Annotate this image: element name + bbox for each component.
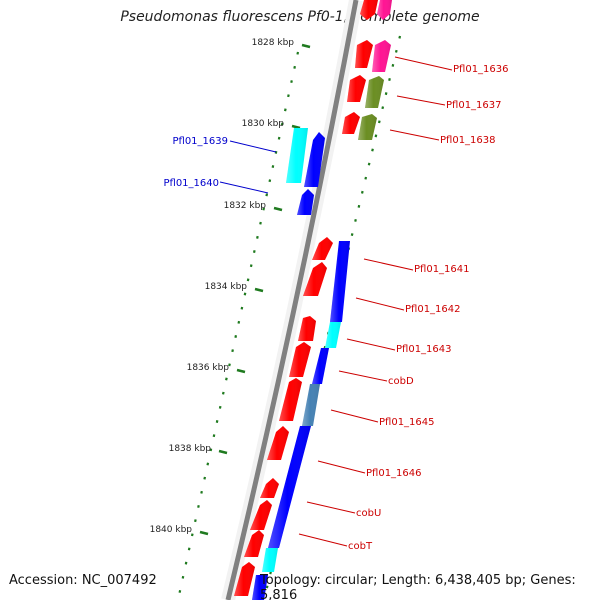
- gene-arrow-1637-shade: [365, 76, 384, 108]
- gene-arrow-1638-shade: [358, 114, 377, 140]
- gene-arrow-1638-a-shade: [342, 112, 360, 134]
- ruler-tick-1: [291, 124, 301, 130]
- gene-label: Pfl01_1639: [172, 136, 228, 147]
- ruler-tick-0: [301, 43, 311, 49]
- leader-line: [298, 533, 348, 547]
- gene-arrow-1642-a-shade: [298, 316, 316, 341]
- gene-arrow-1641-a-shade: [312, 237, 333, 260]
- leader-line: [229, 140, 277, 153]
- leader-line: [355, 297, 405, 311]
- ruler-tick-4: [236, 368, 246, 374]
- leader-line: [363, 258, 414, 271]
- leader-line: [346, 338, 396, 351]
- gene-label: cobU: [356, 508, 381, 519]
- gene-arrow-top-2-shade: [377, 0, 392, 20]
- leader-line: [389, 129, 440, 141]
- gene-label: Pfl01_1640: [163, 178, 219, 189]
- ruler-tick-2: [273, 206, 283, 212]
- gene-label: Pfl01_1641: [414, 264, 470, 275]
- ruler-label: 1828 kbp: [252, 38, 295, 48]
- leader-line: [330, 409, 379, 423]
- accession-text: Accession: NC_007492: [9, 573, 157, 588]
- gene-arrow-cobT-a-shade: [244, 530, 264, 557]
- gene-arrow-top-1-shade: [360, 0, 378, 20]
- leader-line: [394, 56, 453, 71]
- leader-line: [219, 181, 269, 194]
- gene-arrow-1637-a-shade: [347, 75, 366, 102]
- gene-label: Pfl01_1638: [440, 135, 496, 146]
- gene-arrow-1643-shade: [325, 322, 341, 348]
- gene-arrow-1643-a-shade: [289, 342, 311, 377]
- gene-label: Pfl01_1637: [446, 100, 502, 111]
- ruler-label: 1838 kbp: [169, 444, 212, 454]
- gene-label: cobT: [348, 541, 373, 552]
- leader-line: [306, 501, 356, 514]
- ruler-tick-6: [199, 530, 209, 536]
- leader-line: [317, 460, 366, 474]
- gene-arrow-1639-shade: [286, 128, 308, 183]
- ruler-label: 1834 kbp: [205, 282, 248, 292]
- gene-arrow-cobD-shade: [312, 348, 329, 384]
- gene-label: Pfl01_1646: [366, 468, 422, 479]
- leader-line: [338, 370, 388, 382]
- ruler-label: 1840 kbp: [150, 525, 193, 535]
- gene-label: Pfl01_1642: [405, 304, 461, 315]
- genome-backbone: [225, 0, 359, 600]
- gene-arrow-1640-shade: [297, 189, 314, 215]
- gene-arrow-cobU-a-shade: [250, 500, 272, 530]
- gene-arrow-cobD-a-shade: [279, 378, 302, 421]
- ruler-label: 1832 kbp: [224, 201, 267, 211]
- gene-label: cobD: [388, 376, 414, 387]
- gene-arrow-1646-shade: [268, 426, 311, 548]
- gene-arrow-bottom-1-shade: [234, 562, 255, 596]
- gene-arrow-1641-shade: [330, 241, 350, 322]
- gene-arrow-1636-a-shade: [355, 40, 373, 68]
- gene-arrow-1645-a-shade: [267, 426, 289, 460]
- leader-line: [396, 95, 446, 106]
- gene-arrow-bottom-2-shade: [252, 575, 268, 600]
- ruler-label: 1830 kbp: [242, 119, 285, 129]
- genome-stats-text: Topology: circular; Length: 6,438,405 bp…: [260, 573, 576, 600]
- gene-arrow-1646-a-shade: [260, 478, 279, 498]
- ruler-label: 1836 kbp: [187, 363, 230, 373]
- ruler-tick-3: [254, 287, 264, 293]
- gene-arrow-1641-b-shade: [303, 262, 327, 296]
- gene-arrow-1636-shade: [372, 40, 391, 72]
- gene-label: Pfl01_1643: [396, 344, 452, 355]
- gene-label: Pfl01_1636: [453, 64, 509, 75]
- gene-arrow-cobT-shade: [262, 548, 278, 572]
- ruler-tick-5: [218, 449, 228, 455]
- gene-arrow-1645-shade: [302, 384, 320, 426]
- gene-arrow-1640-a-shade: [304, 132, 325, 187]
- gene-label: Pfl01_1645: [379, 417, 435, 428]
